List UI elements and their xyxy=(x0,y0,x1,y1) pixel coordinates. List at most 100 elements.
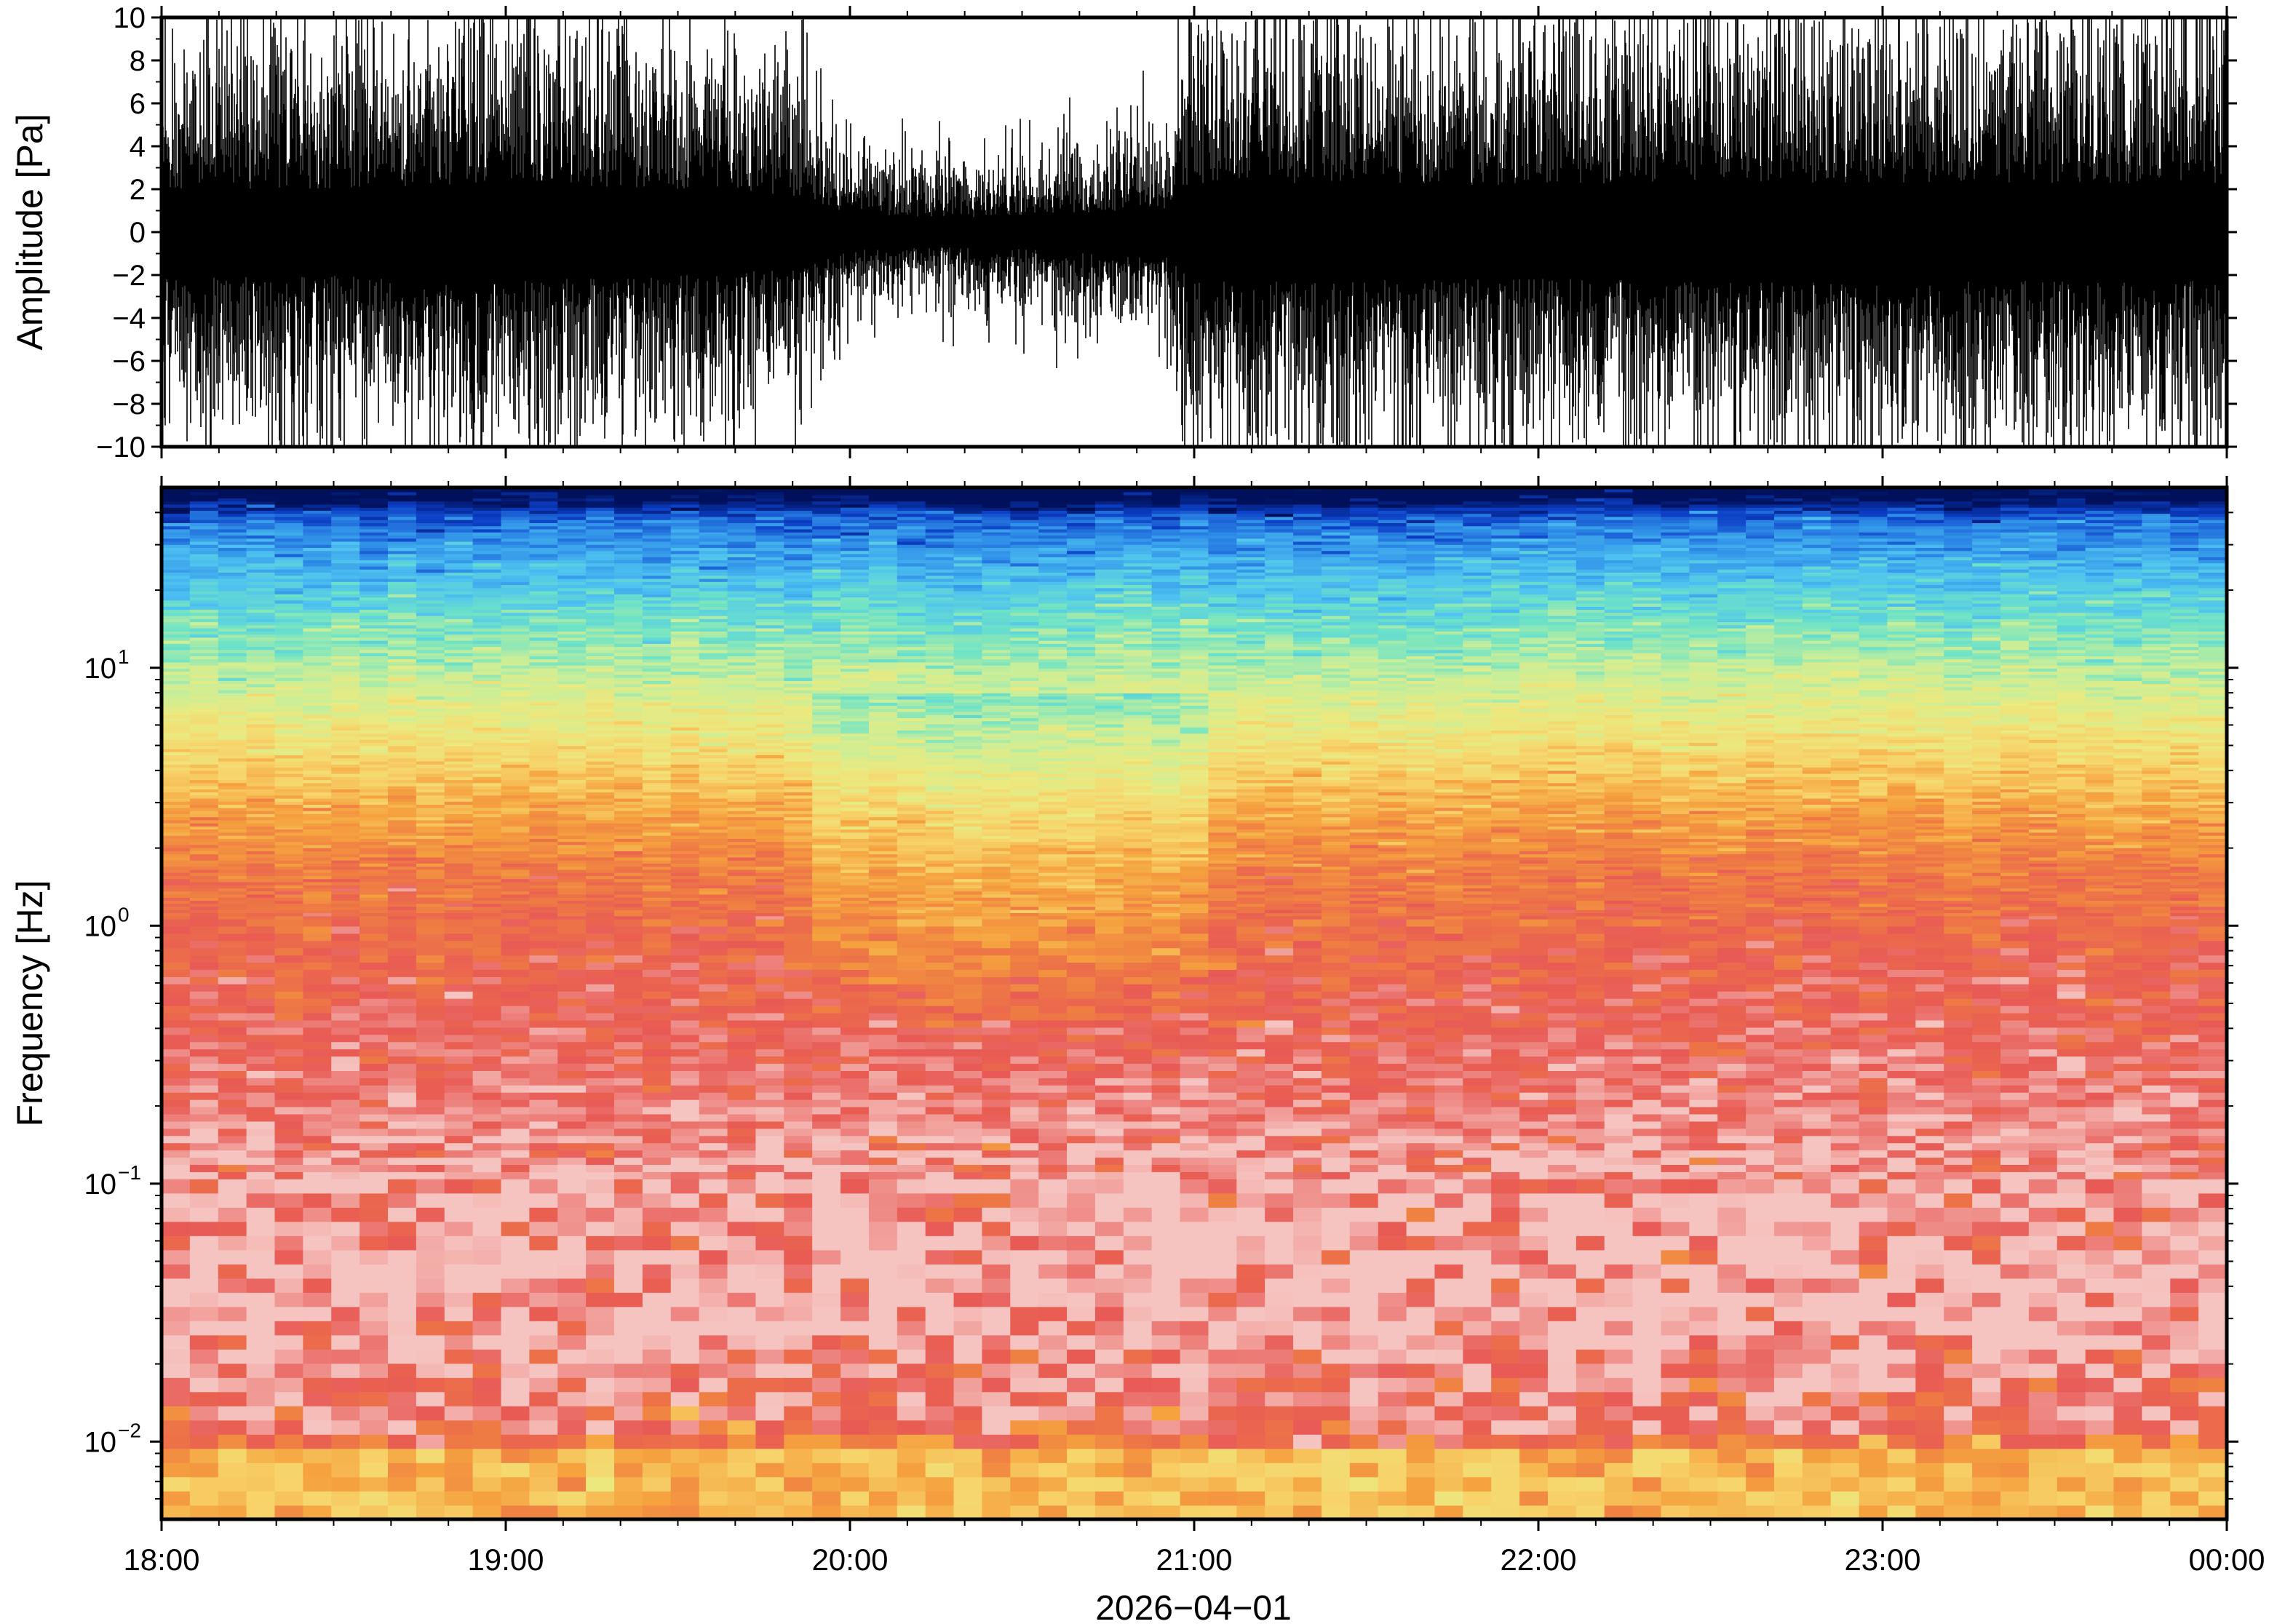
spectrogram-cell xyxy=(642,1462,672,1478)
spectrogram-cell xyxy=(303,826,333,830)
spectrogram-cell xyxy=(274,918,304,927)
spectrogram-cell xyxy=(246,522,276,527)
spectrogram-cell xyxy=(472,664,502,669)
spectrogram-cell xyxy=(303,933,333,942)
spectrogram-cell xyxy=(472,872,502,876)
spectrogram-cell xyxy=(472,990,502,999)
spectrogram-cell xyxy=(359,525,389,530)
spectrogram-cell xyxy=(416,1292,445,1307)
spectrogram-cell xyxy=(444,661,474,666)
spectrogram-cell xyxy=(303,755,333,759)
spectrogram-cell xyxy=(388,565,417,570)
spectrogram-cell xyxy=(162,612,191,616)
spectrogram-cell xyxy=(162,1121,191,1129)
spectrogram-cell xyxy=(388,600,417,604)
spectrogram-cell xyxy=(501,807,531,811)
spectrogram-cell xyxy=(812,926,841,934)
spectrogram-cell xyxy=(359,705,389,709)
spectrogram-cell xyxy=(472,947,502,956)
spectrogram-cell xyxy=(557,984,587,992)
spectrogram-cell xyxy=(246,584,276,589)
spectrogram-cell xyxy=(670,933,700,942)
spectrogram-cell xyxy=(303,640,333,644)
spectrogram-cell xyxy=(303,1462,333,1478)
spectrogram-cell xyxy=(331,488,360,493)
spectrogram-cell xyxy=(331,557,360,561)
spectrogram-cell xyxy=(359,736,389,740)
spectrogram-cell xyxy=(218,726,247,731)
spectrogram-cell xyxy=(388,804,417,808)
spectrogram-cell xyxy=(784,1363,813,1378)
spectrogram-cell xyxy=(472,764,502,768)
spectrogram-cell xyxy=(303,661,333,666)
spectrogram-cell xyxy=(218,525,247,530)
spectrogram-cell xyxy=(586,1150,615,1158)
spectrogram-cell xyxy=(416,909,445,914)
spectrogram-cell xyxy=(444,513,474,517)
spectrogram-cell xyxy=(162,1113,191,1122)
spectrogram-cell xyxy=(274,565,304,570)
spectrogram-cell xyxy=(388,795,417,799)
spectrogram-cell xyxy=(331,1448,360,1463)
spectrogram-cell xyxy=(359,872,389,876)
spectrogram-cell xyxy=(388,696,417,700)
spectrogram-cell xyxy=(586,1193,615,1208)
spectrogram-cell xyxy=(388,1306,417,1321)
spectrogram-cell xyxy=(359,847,389,851)
spectrogram-cell xyxy=(642,1434,672,1449)
spectrogram-cell xyxy=(274,940,304,949)
spectrogram-cell xyxy=(162,717,191,722)
spectrogram-cell xyxy=(812,1193,841,1208)
spectrogram-cell xyxy=(246,624,276,629)
spectrogram-cell xyxy=(162,1221,191,1236)
spectrogram-cell xyxy=(416,859,445,864)
spectrogram-cell xyxy=(162,696,191,700)
spectrogram-cell xyxy=(359,1462,389,1478)
spectrogram-cell xyxy=(218,903,247,907)
spectrogram-cell xyxy=(501,1142,531,1151)
spectrogram-cell xyxy=(444,1135,474,1144)
spectrogram-cell xyxy=(331,739,360,744)
spectrogram-cell xyxy=(218,538,247,542)
spectrogram-cell xyxy=(727,1264,757,1279)
spectrogram-cell xyxy=(218,723,247,728)
spectrogram-cell xyxy=(274,1476,304,1492)
spectrogram-cell xyxy=(472,835,502,839)
spectrogram-cell xyxy=(274,510,304,514)
spectrogram-cell xyxy=(331,896,360,901)
spectrogram-cell xyxy=(303,764,333,768)
spectrogram-cell xyxy=(699,1012,728,1021)
spectrogram-cell xyxy=(388,1448,417,1463)
spectrogram-cell xyxy=(162,1157,191,1166)
spectrogram-cell xyxy=(416,649,445,653)
spectrogram-cell xyxy=(303,637,333,641)
spectrogram-cell xyxy=(246,668,276,672)
spectrogram-cell xyxy=(755,1041,785,1050)
spectrogram-cell xyxy=(162,1164,191,1172)
spectrogram-cell xyxy=(755,1306,785,1321)
spectrogram-cell xyxy=(331,813,360,818)
spectrogram-cell xyxy=(331,634,360,638)
spectrogram-cell xyxy=(416,528,445,533)
spectrogram-cell xyxy=(274,1019,304,1028)
spectrogram-cell xyxy=(189,637,219,641)
spectrogram-cell xyxy=(359,664,389,669)
spectrogram-cell xyxy=(218,602,247,607)
spectrogram-cell xyxy=(642,962,672,971)
spectrogram-cell xyxy=(359,711,389,715)
spectrogram-cell xyxy=(303,745,333,749)
spectrogram-cell xyxy=(246,541,276,545)
spectrogram-cell xyxy=(388,807,417,811)
spectrogram-cell xyxy=(642,1448,672,1463)
spectrogram-cell xyxy=(189,488,219,493)
spectrogram-cell xyxy=(218,770,247,774)
spectrogram-cell xyxy=(614,940,643,949)
spectrogram-cell xyxy=(501,609,531,613)
spectrogram-cell xyxy=(359,1091,389,1100)
spectrogram-cell xyxy=(416,1406,445,1421)
spectrogram-cell xyxy=(614,1334,643,1350)
spectrogram-cell xyxy=(189,1063,219,1071)
spectrogram-cell xyxy=(274,705,304,709)
spectrogram-cell xyxy=(670,1063,700,1071)
